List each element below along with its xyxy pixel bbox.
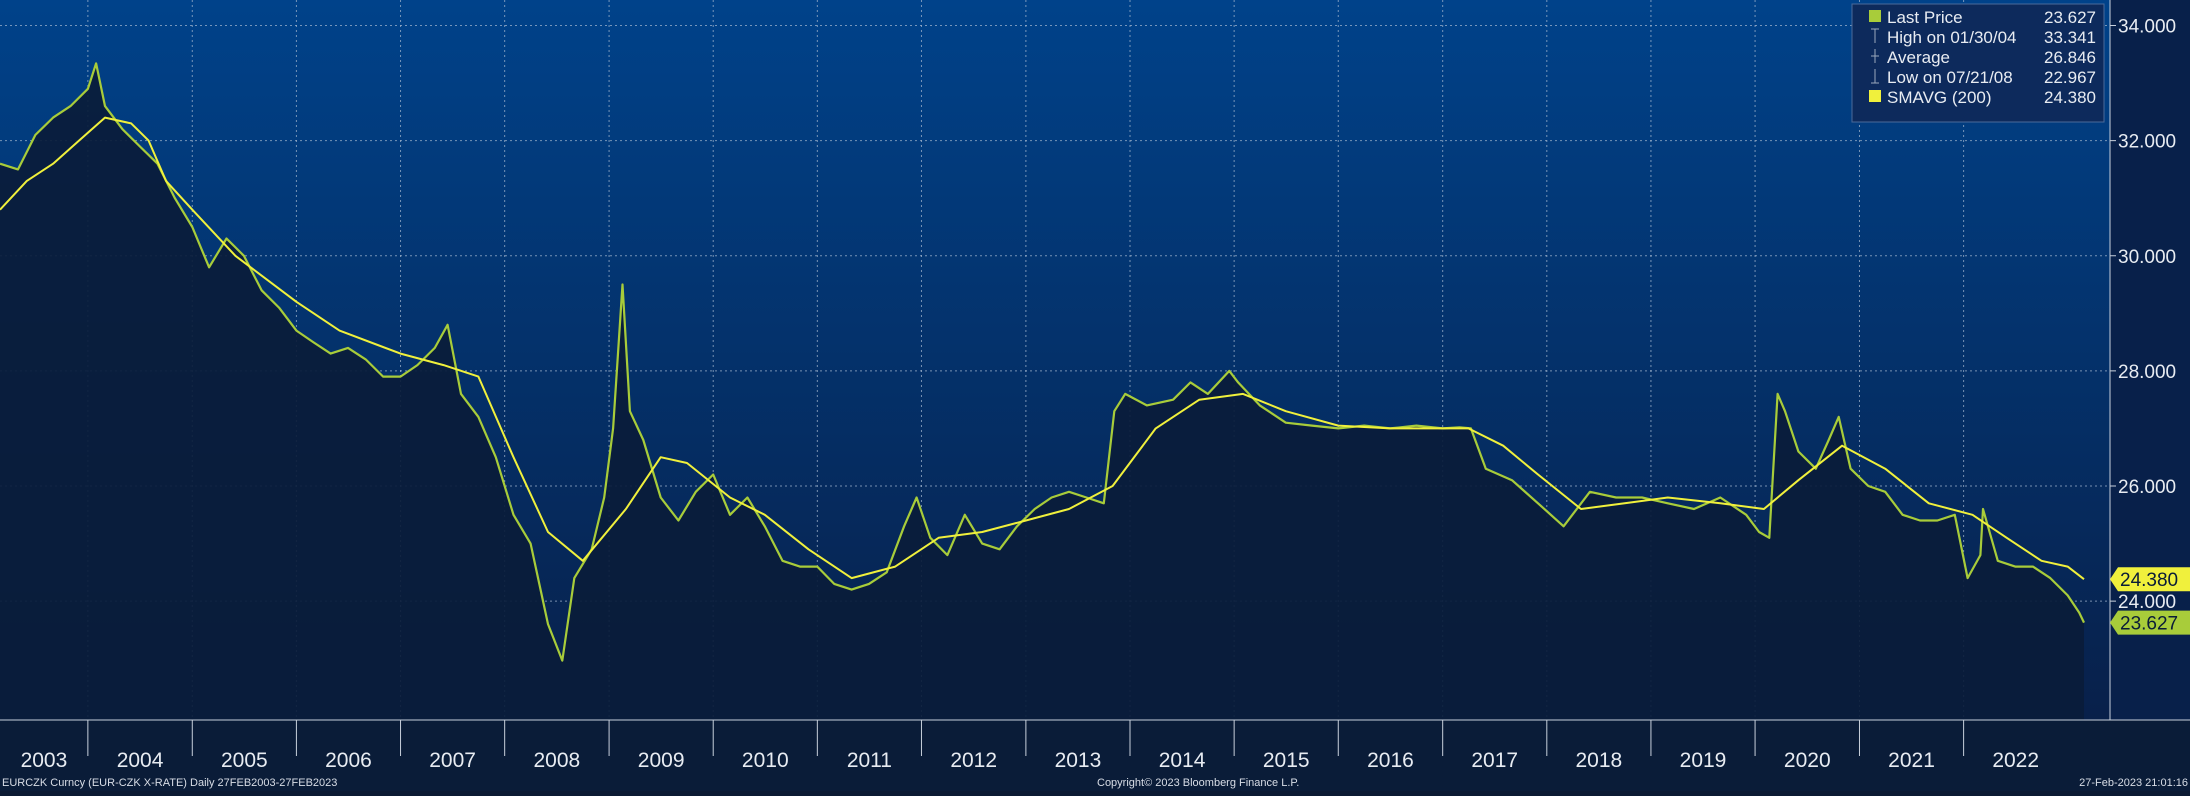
legend-value: 24.380 [2044, 88, 2096, 107]
footer-copyright: Copyright© 2023 Bloomberg Finance L.P. [1097, 777, 1300, 789]
x-tick-label: 2012 [950, 749, 997, 772]
x-tick-label: 2010 [742, 749, 789, 772]
legend-item: Average 26.846 [1871, 48, 2096, 67]
legend-value: 22.967 [2044, 68, 2096, 87]
x-tick-label: 2022 [1992, 749, 2039, 772]
axis-background [2110, 0, 2190, 720]
legend-box [1851, 3, 2105, 123]
x-tick-label: 2016 [1367, 749, 1414, 772]
axis-layer: 24.000 26.000 28.000 30.000 32.000 34.000 2003… [0, 0, 2190, 772]
y-tick-label: 30.000 [2118, 247, 2176, 268]
legend-label: High on 01/30/04 [1887, 28, 2017, 47]
bottom-band [0, 720, 2190, 791]
legend-item: SMAVG (200) 24.380 [1869, 88, 2096, 107]
last-price-tag: 23.627 [2110, 610, 2190, 635]
legend-value: 33.341 [2044, 28, 2096, 47]
x-tick-label: 2014 [1159, 749, 1206, 772]
x-tick-label: 2013 [1055, 749, 1102, 772]
x-tick-label: 2008 [534, 749, 581, 772]
legend-item: Low on 07/21/08 22.967 [1871, 68, 2096, 87]
smavg-tag-shape [2110, 567, 2190, 592]
x-tick-label: 2005 [221, 749, 268, 772]
series-layer [0, 62, 2085, 662]
price-tag-layer: 24.380 23.627 [2110, 567, 2190, 635]
series-last-price-line [0, 62, 2085, 662]
x-tick-label: 2011 [847, 749, 892, 772]
price-area-fill [0, 63, 2084, 722]
legend-value: 23.627 [2044, 8, 2096, 27]
y-tick-label: 32.000 [2118, 132, 2176, 153]
smavg-tag: 24.380 [2110, 567, 2190, 592]
legend-swatch [1869, 90, 1881, 102]
footer-timestamp: 27-Feb-2023 21:01:16 [2079, 777, 2188, 789]
area-layer [0, 63, 2084, 722]
x-tick-label: 2020 [1784, 749, 1831, 772]
x-tick-label: 2007 [429, 749, 476, 772]
y-tick-label: 26.000 [2118, 477, 2176, 498]
x-tick-label: 2019 [1680, 749, 1727, 772]
legend-value: 26.846 [2044, 48, 2096, 67]
series-smavg-line [0, 116, 2085, 580]
x-tick-label: 2018 [1576, 749, 1623, 772]
legend-label: Average [1887, 48, 1950, 67]
last-price-tag-shape [2110, 610, 2190, 635]
x-tick-label: 2021 [1888, 749, 1935, 772]
y-tick-label: 24.000 [2118, 592, 2176, 613]
legend-swatch [1869, 10, 1881, 22]
legend-label: Last Price [1887, 8, 1963, 27]
x-tick-label: 2004 [117, 749, 164, 772]
x-tick-label: 2006 [325, 749, 372, 772]
smavg-tag-label: 24.380 [2120, 570, 2178, 591]
x-tick-label: 2009 [638, 749, 685, 772]
x-tick-label: 2015 [1263, 749, 1310, 772]
legend-item: Last Price 23.627 [1869, 8, 2096, 27]
legend-item: High on 01/30/04 33.341 [1871, 28, 2096, 47]
x-tick-label: 2003 [21, 749, 68, 772]
x-tick-label: 2017 [1471, 749, 1518, 772]
legend-label: Low on 07/21/08 [1887, 68, 2013, 87]
y-tick-label: 34.000 [2118, 17, 2176, 38]
last-price-tag-label: 23.627 [2120, 614, 2178, 635]
legend-label: SMAVG (200) [1887, 88, 1992, 107]
footer-security-info: EURCZK Curncy (EUR-CZK X-RATE) Daily 27F… [2, 777, 338, 789]
y-tick-label: 28.000 [2118, 362, 2176, 383]
